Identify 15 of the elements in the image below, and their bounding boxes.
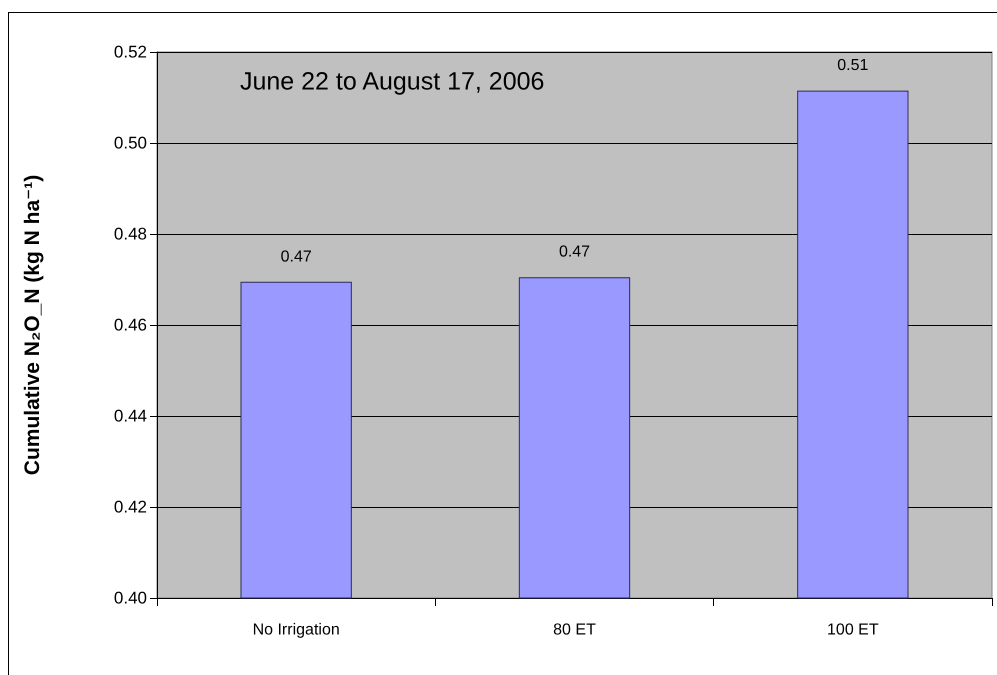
y-axis-title: Cumulative N₂O_N (kg N ha⁻¹): [21, 174, 44, 476]
y-tick-label: 0.42: [114, 498, 147, 516]
x-tick-label: 100 ET: [827, 622, 879, 638]
annotation: June 22 to August 17, 2006: [240, 68, 544, 96]
y-tick-label: 0.50: [114, 134, 147, 152]
y-tick-label: 0.44: [114, 406, 147, 426]
data-label: 0.47: [558, 244, 590, 261]
data-label: 0.47: [280, 248, 312, 266]
y-tick-label: 0.52: [114, 42, 147, 62]
y-tick-label: 0.48: [114, 224, 147, 244]
data-label: 0.51: [837, 57, 869, 74]
y-tick-label: 0.46: [114, 316, 147, 334]
x-tick-label: No Irrigation: [252, 622, 340, 638]
y-tick-label: 0.40: [114, 588, 147, 608]
x-tick-label: 80 ET: [553, 622, 596, 638]
